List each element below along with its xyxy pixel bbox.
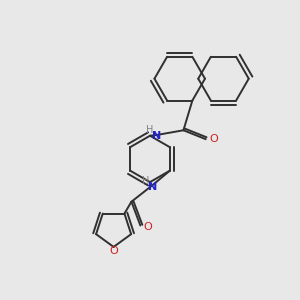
- Text: N: N: [152, 131, 161, 141]
- Text: N: N: [148, 182, 157, 192]
- Text: O: O: [109, 246, 118, 256]
- Text: H: H: [146, 125, 154, 135]
- Text: O: O: [209, 134, 218, 144]
- Text: H: H: [142, 176, 149, 186]
- Text: O: O: [143, 222, 152, 232]
